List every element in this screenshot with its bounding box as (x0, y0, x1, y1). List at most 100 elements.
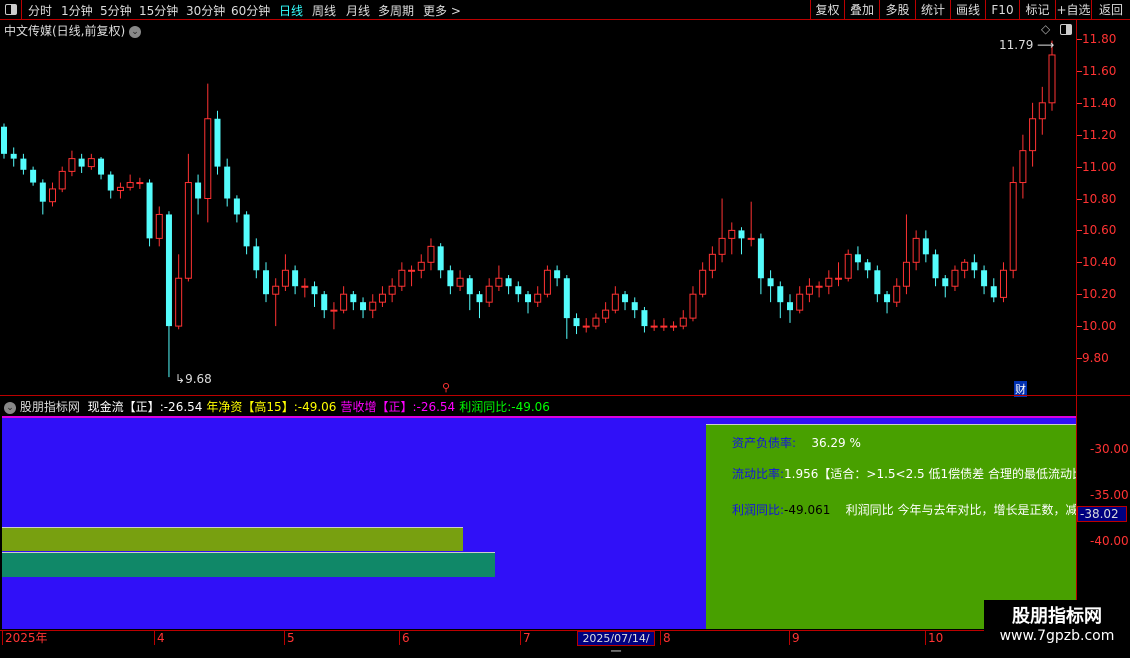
candle-body (747, 237, 755, 240)
candle (582, 318, 590, 333)
candle (126, 174, 134, 191)
price-tick-mark (1077, 134, 1082, 136)
period-tab[interactable]: 5分钟 (100, 4, 132, 18)
period-tab[interactable]: 30分钟 (186, 4, 226, 18)
candle-body (87, 158, 95, 168)
candle-body (116, 186, 124, 192)
indicator-tick: -35.00 (1090, 488, 1129, 502)
price-tick-mark (1077, 70, 1082, 72)
candle-body (476, 294, 483, 303)
candle-body (1048, 54, 1056, 104)
current-value-tag: -38.02 (1077, 506, 1127, 522)
candle-body (195, 182, 202, 199)
toolbar-button[interactable]: 叠加 (844, 0, 879, 20)
toolbar-button[interactable]: 复权 (810, 0, 844, 20)
candle (378, 286, 386, 307)
candle (534, 286, 542, 307)
toolbar-button[interactable]: 画线 (950, 0, 985, 20)
diamond-icon[interactable]: ◇ (1041, 22, 1051, 36)
candle (747, 201, 755, 247)
candle-body (971, 262, 978, 271)
period-tab[interactable]: 月线 (346, 4, 371, 18)
candle (456, 270, 464, 292)
price-tick: 11.00 (1082, 159, 1117, 174)
candle-body (378, 293, 386, 303)
candle (321, 291, 328, 319)
candle-body (534, 293, 542, 303)
toolbar-button[interactable]: 统计 (915, 0, 950, 20)
candle-body (263, 270, 269, 295)
candle-body (49, 188, 57, 203)
candle (485, 278, 493, 307)
indicator-bar-teal (2, 552, 495, 577)
candle (253, 238, 260, 279)
candle (650, 319, 658, 331)
candle-body (815, 285, 823, 288)
stock-title[interactable]: 中文传媒(日线,前复权) ⌄ (4, 22, 142, 39)
candle (641, 306, 648, 333)
candle-body (679, 317, 687, 327)
candle-body (58, 170, 66, 190)
candle (116, 182, 124, 199)
candle (195, 174, 202, 215)
candle-body (563, 278, 570, 319)
toolbar-button[interactable]: F10 (985, 0, 1019, 20)
candle-body (175, 277, 183, 327)
financial-report-marker[interactable]: 财 (1014, 381, 1027, 397)
period-tab[interactable]: 更多 > (423, 4, 461, 18)
candle (1009, 166, 1017, 279)
segment-label: 年净资【高15】 (206, 400, 294, 414)
candle-body (456, 277, 464, 287)
period-tab[interactable]: 多周期 (378, 4, 415, 18)
candle-body (641, 310, 648, 327)
toolbar-button[interactable]: 返回 (1091, 0, 1130, 20)
panel-icon[interactable] (1060, 24, 1072, 35)
candle-body (932, 254, 939, 279)
top-toolbar: 分时 1分钟 5分钟 15分钟 30分钟 60分钟 日线 周线 月线 多周期 更多 > 复权 叠加 多股… (0, 0, 1130, 20)
candle (155, 206, 163, 247)
candle (981, 265, 988, 295)
candle-body (98, 158, 105, 175)
candle-body (107, 174, 114, 191)
toolbar-button[interactable]: 多股 (879, 0, 915, 20)
toolbar-button[interactable]: +自选 (1055, 0, 1091, 20)
period-tab[interactable]: 分时 (28, 4, 53, 18)
event-marker[interactable]: ⚲ (442, 381, 451, 394)
indicator-name[interactable]: 股朋指标网 (19, 400, 80, 414)
indicator-tick: -40.00 (1090, 534, 1129, 548)
period-tab[interactable]: 1分钟 (61, 4, 93, 18)
chevron-down-icon[interactable]: ⌄ (4, 401, 16, 414)
panel-divider[interactable] (0, 395, 1130, 396)
price-tick: 10.60 (1082, 223, 1117, 238)
chevron-down-icon[interactable]: ⌄ (129, 25, 142, 38)
high-price-label: 11.79 ⟶ (999, 38, 1055, 52)
candle (912, 230, 920, 271)
candle (427, 238, 435, 271)
candle-body (292, 270, 299, 287)
candle-body (699, 269, 707, 295)
candle-body (922, 238, 929, 255)
period-tab[interactable]: 周线 (312, 4, 337, 18)
candle (543, 265, 551, 298)
price-tick-mark (1077, 326, 1082, 328)
layout-toggle-button[interactable] (0, 0, 22, 20)
period-tab[interactable]: 15分钟 (139, 4, 179, 18)
price-tick-mark (1077, 294, 1082, 296)
period-tab[interactable]: 60分钟 (231, 4, 271, 18)
price-tick: 11.20 (1082, 127, 1117, 142)
candle (844, 249, 852, 282)
candle-body (330, 309, 338, 312)
candle (951, 265, 959, 292)
candle (592, 313, 600, 330)
candle-body (1009, 182, 1017, 271)
candle (922, 230, 929, 263)
candle (679, 310, 687, 330)
candle (369, 294, 377, 319)
toolbar-button[interactable]: 标记 (1019, 0, 1055, 20)
price-tick: 9.80 (1082, 351, 1109, 365)
candle-body (408, 269, 416, 272)
segment-value: :-26.54 (412, 400, 456, 414)
candle (447, 265, 454, 295)
period-tab[interactable]: 日线 (279, 4, 304, 18)
candle-body (708, 253, 716, 271)
